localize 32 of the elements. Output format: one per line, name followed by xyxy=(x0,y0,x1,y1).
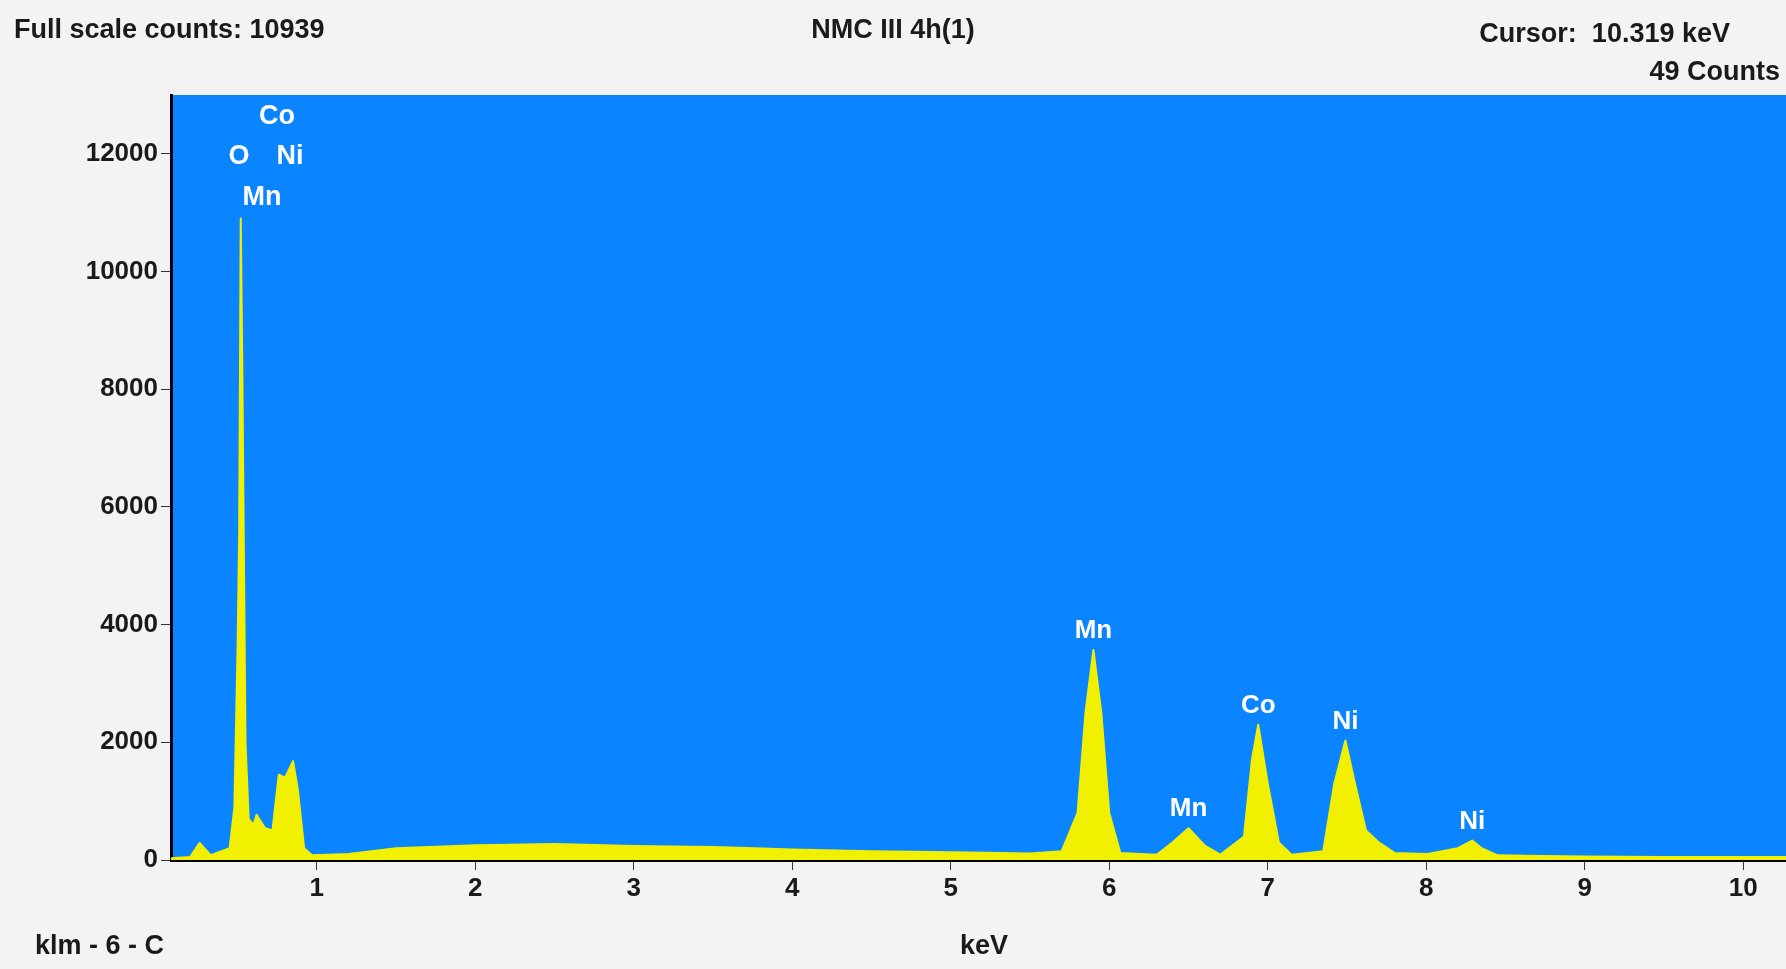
annotation: Ni xyxy=(1459,804,1486,835)
x-tick-label: 8 xyxy=(1419,871,1434,902)
text: 49 Counts xyxy=(1649,56,1780,87)
x-tick-label: 3 xyxy=(626,871,642,902)
annotation: Co xyxy=(1240,688,1276,719)
annotation: Mn xyxy=(1169,792,1208,823)
y-tick-label: 4000 xyxy=(100,607,158,638)
y-tick-label: 8000 xyxy=(100,372,158,403)
y-tick-label: 0 xyxy=(143,843,158,874)
text: Full scale counts: 10939 xyxy=(14,14,325,45)
annotation: Ni xyxy=(276,139,304,171)
annotation: Mn xyxy=(242,180,282,212)
x-tick-label: 6 xyxy=(1102,871,1117,902)
annotation: Ni xyxy=(1332,704,1359,735)
x-tick-label: 1 xyxy=(309,871,325,902)
x-axis-title: keV xyxy=(959,930,1009,961)
y-tick-label: 12000 xyxy=(85,137,158,168)
x-tick-label: 2 xyxy=(468,871,483,902)
annotation: Co xyxy=(259,99,295,131)
x-tick-label: 9 xyxy=(1577,871,1592,902)
y-tick-label: 6000 xyxy=(100,490,158,521)
x-tick-label: 7 xyxy=(1260,871,1275,902)
annotation: Mn xyxy=(1074,614,1113,645)
text: klm - 6 - C xyxy=(35,930,165,961)
chart-title: NMC III 4h(1) xyxy=(811,14,975,45)
x-tick-label: 5 xyxy=(943,871,958,902)
annotation: O xyxy=(228,139,250,171)
text: Cursor: 10.319 keV xyxy=(1479,18,1730,49)
y-tick-label: 2000 xyxy=(100,725,158,756)
x-tick-label: 10 xyxy=(1728,871,1758,902)
y-tick-label: 10000 xyxy=(85,254,158,285)
x-tick-label: 4 xyxy=(785,871,801,902)
